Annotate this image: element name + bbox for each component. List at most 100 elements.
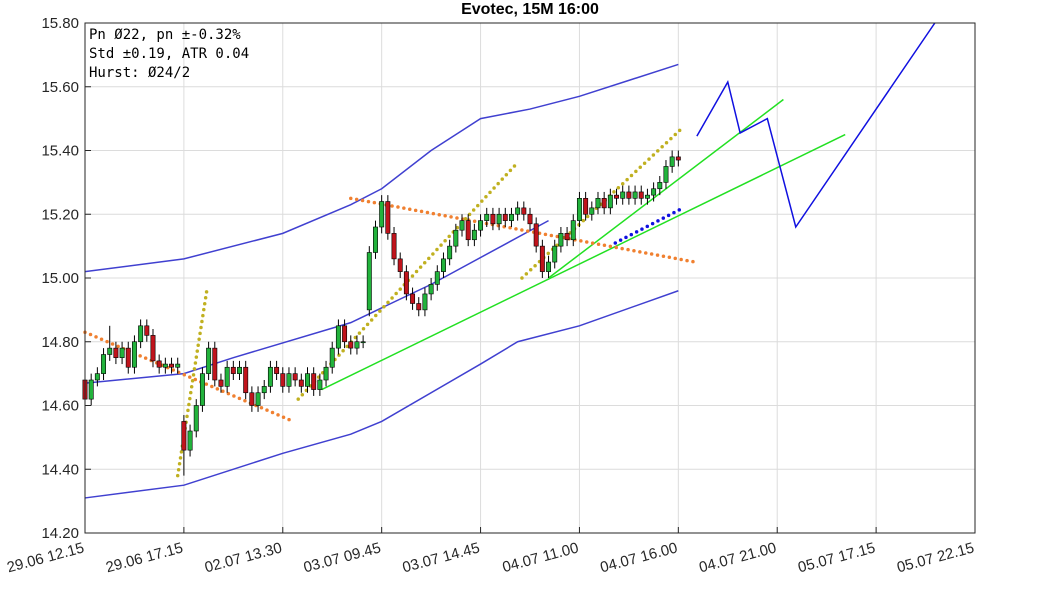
candle-body bbox=[626, 191, 632, 199]
x-tick-label: 29.06 17.15 bbox=[104, 539, 185, 576]
y-tick-label: 14.40 bbox=[41, 461, 79, 478]
candle-body bbox=[206, 347, 212, 374]
candle-body bbox=[162, 363, 168, 368]
candle-body bbox=[515, 207, 521, 215]
candle-body bbox=[101, 354, 107, 374]
candle-body bbox=[373, 226, 378, 253]
candle-body bbox=[601, 198, 607, 209]
candle-body bbox=[620, 191, 626, 199]
candle-body bbox=[391, 233, 397, 260]
candle-body bbox=[422, 293, 428, 311]
candle-body bbox=[416, 303, 422, 311]
y-tick-label: 15.80 bbox=[41, 15, 79, 32]
candle-body bbox=[323, 366, 329, 381]
candle-body bbox=[614, 194, 619, 199]
x-tick-label: 03.07 09.45 bbox=[302, 539, 383, 576]
candle-body bbox=[453, 229, 459, 247]
x-tick-label: 29.06 12.15 bbox=[5, 539, 86, 576]
y-tick-label: 15.40 bbox=[41, 143, 79, 160]
candle-body bbox=[218, 379, 224, 387]
candle-body bbox=[490, 213, 496, 225]
candle-body bbox=[539, 245, 545, 272]
candle-body bbox=[465, 220, 471, 241]
candle-body bbox=[175, 363, 181, 368]
x-tick-label: 04.07 11.00 bbox=[501, 539, 581, 576]
candle-body bbox=[379, 201, 385, 228]
candle-body bbox=[663, 166, 669, 183]
candle-body bbox=[113, 347, 119, 358]
x-tick-label: 03.07 14.45 bbox=[401, 539, 482, 576]
overlay-line bbox=[613, 206, 686, 245]
x-tick-label: 04.07 16.00 bbox=[598, 539, 679, 576]
candle-body bbox=[119, 347, 125, 358]
candle-body bbox=[570, 220, 576, 241]
candle-body bbox=[156, 360, 162, 368]
candle-body bbox=[471, 229, 477, 241]
candle-body bbox=[169, 363, 174, 368]
candle-body bbox=[298, 379, 304, 387]
candle-body bbox=[366, 252, 372, 311]
candle-body bbox=[280, 373, 286, 387]
y-tick-label: 15.20 bbox=[41, 206, 79, 223]
candle-body bbox=[212, 347, 218, 381]
candle-body bbox=[546, 261, 552, 272]
candle-body bbox=[595, 198, 601, 209]
candle-body bbox=[94, 373, 100, 381]
candle-body bbox=[607, 194, 613, 209]
candle-body bbox=[669, 156, 675, 167]
candle-body bbox=[193, 405, 199, 432]
candle-body bbox=[335, 325, 341, 349]
candle-body bbox=[292, 373, 298, 381]
chart-title: Evotec, 15M 16:00 bbox=[461, 1, 599, 18]
candle-body bbox=[274, 366, 280, 374]
candle-body bbox=[237, 366, 242, 374]
candle-body bbox=[589, 207, 595, 215]
candle-body bbox=[410, 293, 416, 304]
x-tick-label: 02.07 13.30 bbox=[203, 539, 284, 576]
candle-body bbox=[249, 392, 255, 406]
overlay-line bbox=[84, 290, 679, 499]
candle-body bbox=[107, 347, 113, 355]
candle-body bbox=[552, 245, 558, 263]
marks bbox=[82, 22, 936, 499]
candle-body bbox=[342, 325, 348, 343]
x-tick-label: 05.07 17.15 bbox=[796, 539, 877, 576]
candle-body bbox=[230, 366, 236, 374]
candle-body bbox=[403, 271, 409, 295]
candle-body bbox=[305, 373, 310, 387]
y-tick-label: 15.60 bbox=[41, 79, 79, 96]
overlay-line bbox=[321, 133, 846, 391]
axes-box bbox=[84, 22, 976, 534]
candle-body bbox=[533, 223, 539, 247]
y-tick-label: 15.00 bbox=[41, 270, 79, 287]
candle-body bbox=[286, 373, 292, 387]
candle-body bbox=[644, 194, 650, 199]
candle-body bbox=[447, 245, 453, 260]
candle-body bbox=[496, 213, 502, 225]
candle-body bbox=[397, 258, 403, 272]
candle-body bbox=[638, 191, 644, 199]
info-text: Hurst: Ø24/2 bbox=[89, 65, 190, 81]
candle-body bbox=[502, 213, 508, 221]
overlay-line bbox=[349, 196, 697, 264]
y-tick-label: 14.80 bbox=[41, 334, 79, 351]
candle-body bbox=[199, 373, 205, 406]
candle-body bbox=[243, 366, 249, 394]
candle-body bbox=[181, 421, 187, 451]
candle-body bbox=[651, 188, 657, 196]
y-tick-label: 14.60 bbox=[41, 398, 79, 415]
candle-body bbox=[675, 156, 681, 161]
candle-body bbox=[255, 392, 261, 406]
candle-body bbox=[385, 201, 391, 234]
candle-body bbox=[576, 198, 582, 221]
overlay-line bbox=[84, 63, 679, 273]
candle-body bbox=[434, 271, 440, 285]
candle-body bbox=[131, 341, 137, 368]
candle-body bbox=[261, 386, 267, 394]
candle-body bbox=[224, 366, 230, 387]
candle-body bbox=[508, 213, 514, 221]
candle-body bbox=[329, 347, 335, 368]
info-text: Std ±0.19, ATR 0.04 bbox=[89, 46, 249, 62]
candle-body bbox=[583, 198, 589, 215]
candle-body bbox=[311, 373, 317, 390]
